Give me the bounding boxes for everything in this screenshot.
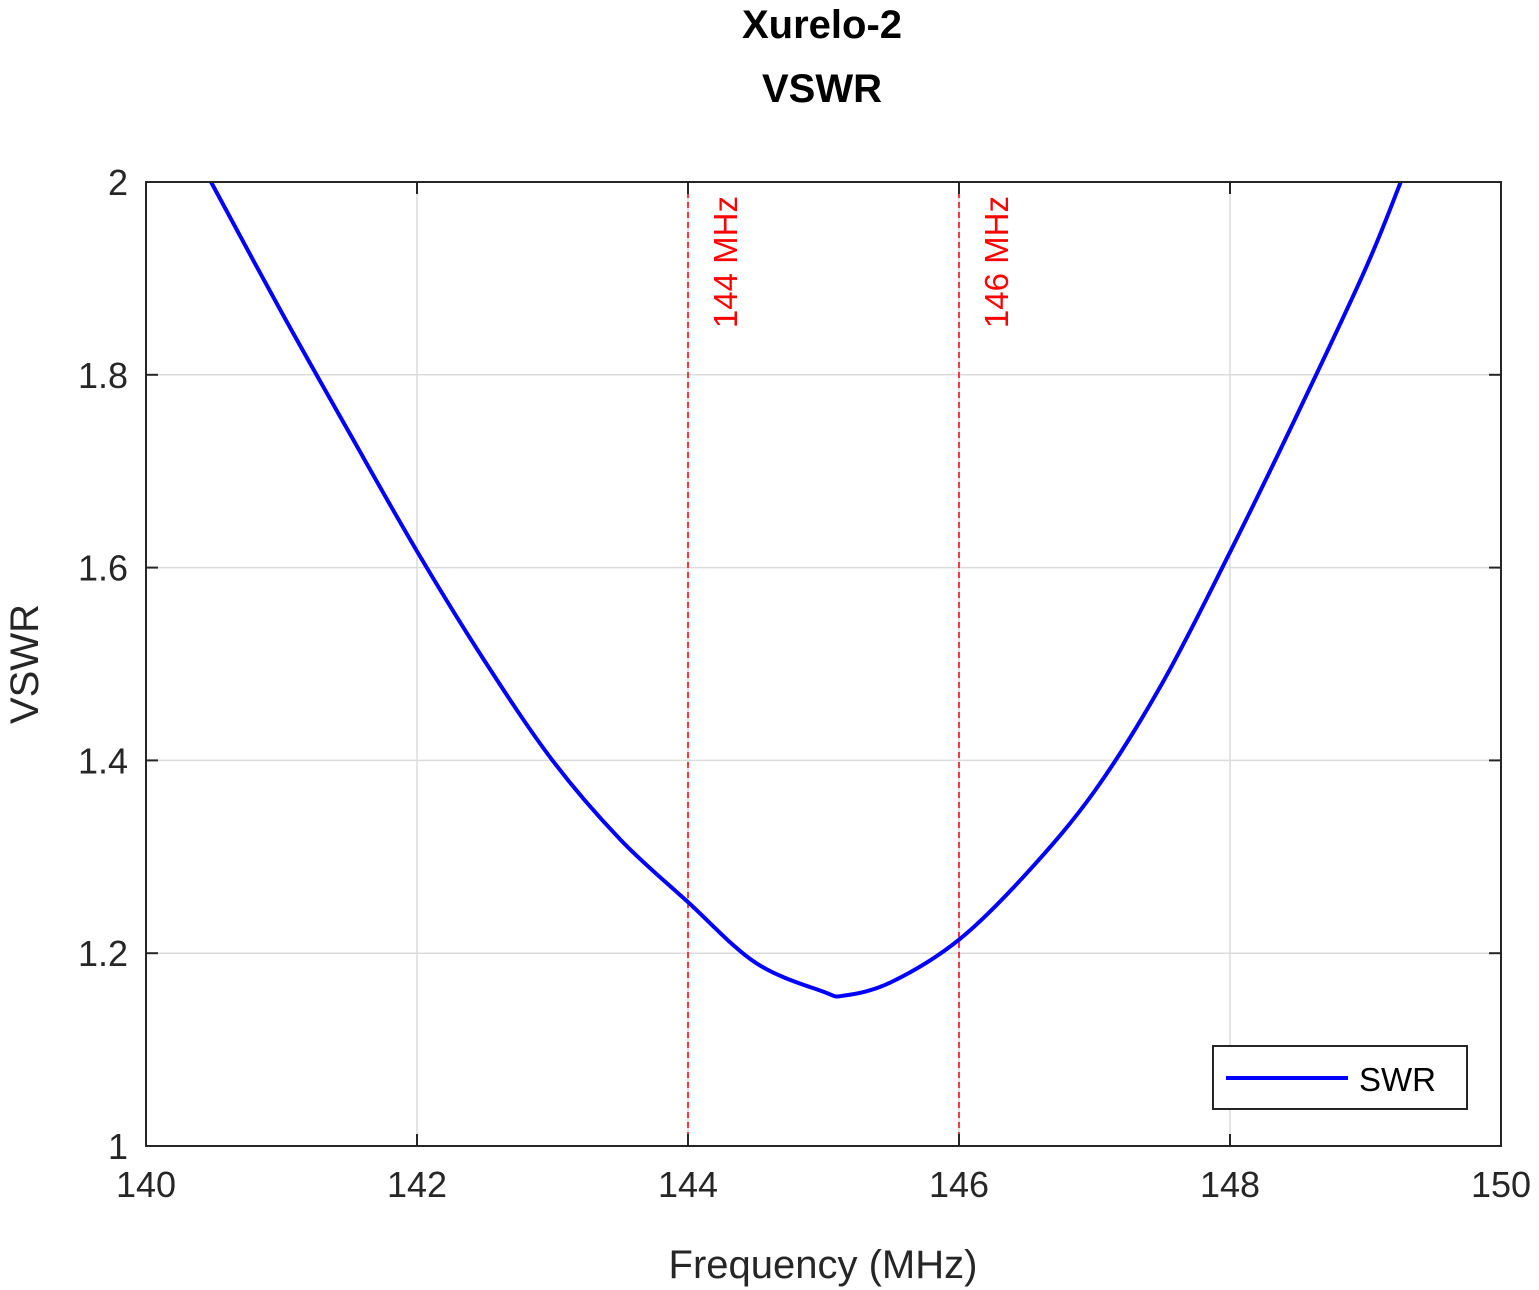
x-tick-label: 144 — [658, 1164, 718, 1205]
legend: SWR — [1212, 1045, 1468, 1110]
x-tick-label: 142 — [387, 1164, 447, 1205]
marker-label: 144 MHz — [707, 196, 744, 328]
y-tick-label: 1.4 — [78, 740, 128, 781]
axes-box — [145, 181, 1502, 1147]
marker-label: 146 MHz — [978, 196, 1015, 328]
x-tick-label: 148 — [1200, 1164, 1260, 1205]
y-tick-label: 1.8 — [78, 355, 128, 396]
series-lines — [209, 181, 1403, 999]
y-tick-label: 1.6 — [78, 548, 128, 589]
y-tick-label: 2 — [108, 162, 128, 203]
x-tick-label: 150 — [1471, 1164, 1531, 1205]
y-tick-label: 1 — [108, 1126, 128, 1167]
plot-area — [146, 182, 1501, 1146]
chart-title-line-2: VSWR — [762, 67, 882, 111]
frequency-markers: 144 MHz 146 MHz — [687, 182, 1015, 1146]
chart-title-line-1: Xurelo-2 — [742, 3, 902, 47]
x-tick-label: 140 — [116, 1164, 176, 1205]
legend-entry-swr: SWR — [1359, 1061, 1436, 1098]
y-tick-label: 1.2 — [78, 933, 128, 974]
axis-ticks: 140 142 144 146 148 150 1 1.2 1.4 1.6 1.8 2 — [78, 162, 1531, 1205]
x-tick-label: 146 — [929, 1164, 989, 1205]
x-axis-label: Frequency (MHz) — [669, 1243, 978, 1287]
series-line-swr — [209, 181, 1403, 999]
y-axis-label: VSWR — [3, 604, 47, 724]
